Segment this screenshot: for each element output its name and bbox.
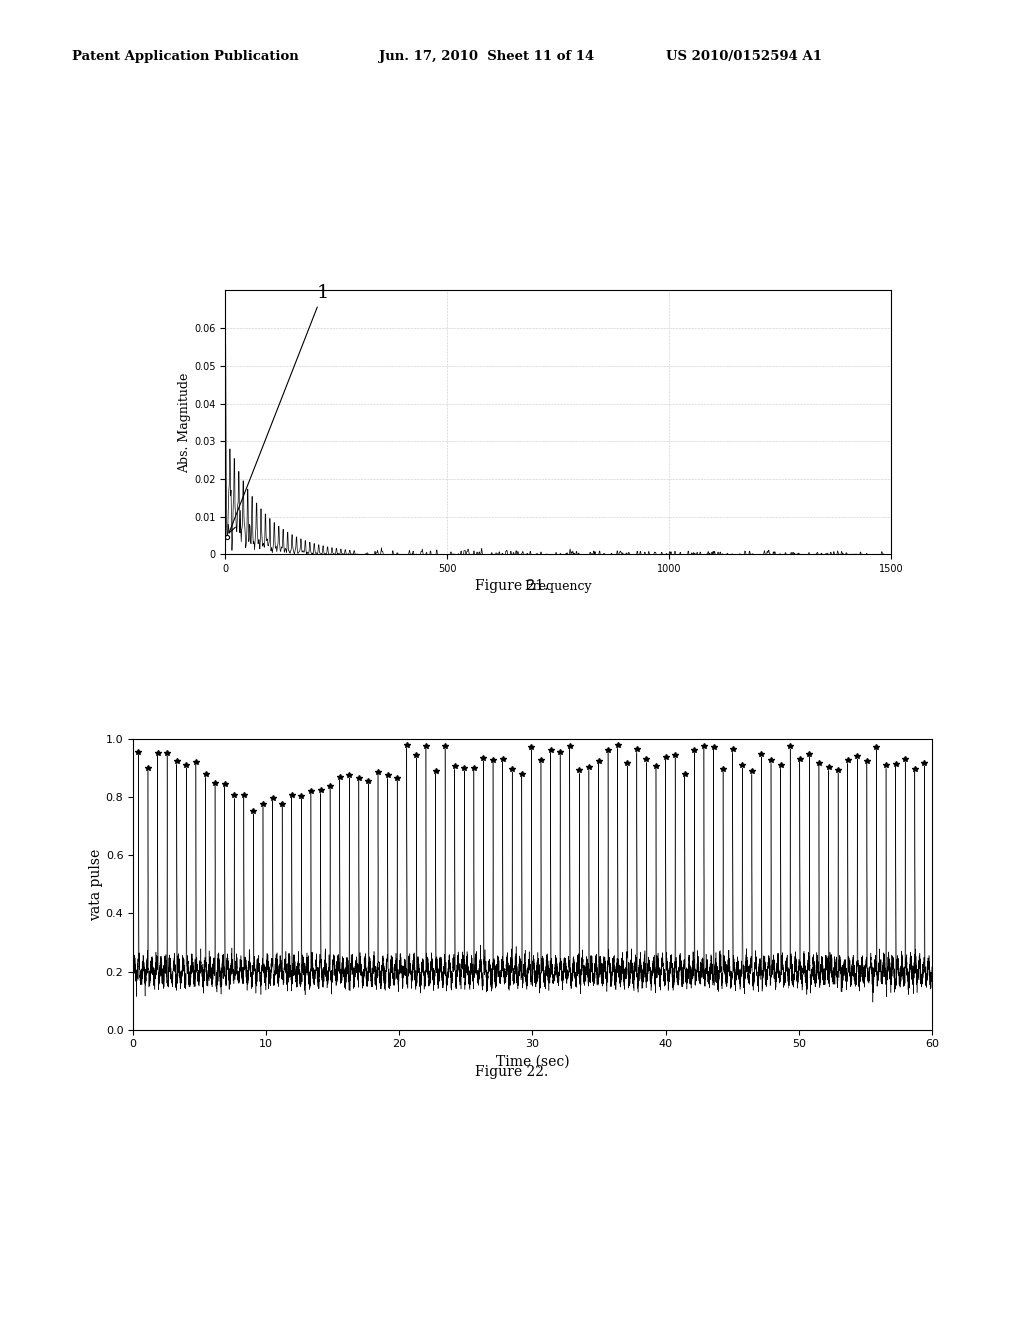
X-axis label: Time (sec): Time (sec) [496,1055,569,1069]
Text: 1: 1 [228,284,329,533]
Text: Figure 22.: Figure 22. [475,1065,549,1078]
Text: Jun. 17, 2010  Sheet 11 of 14: Jun. 17, 2010 Sheet 11 of 14 [379,50,594,63]
Y-axis label: Abs. Magnitude: Abs. Magnitude [178,372,191,473]
X-axis label: Frequency: Frequency [524,579,592,593]
Text: US 2010/0152594 A1: US 2010/0152594 A1 [666,50,821,63]
Text: Figure 21.: Figure 21. [475,579,549,593]
Y-axis label: vata pulse: vata pulse [89,849,102,920]
Text: Patent Application Publication: Patent Application Publication [72,50,298,63]
